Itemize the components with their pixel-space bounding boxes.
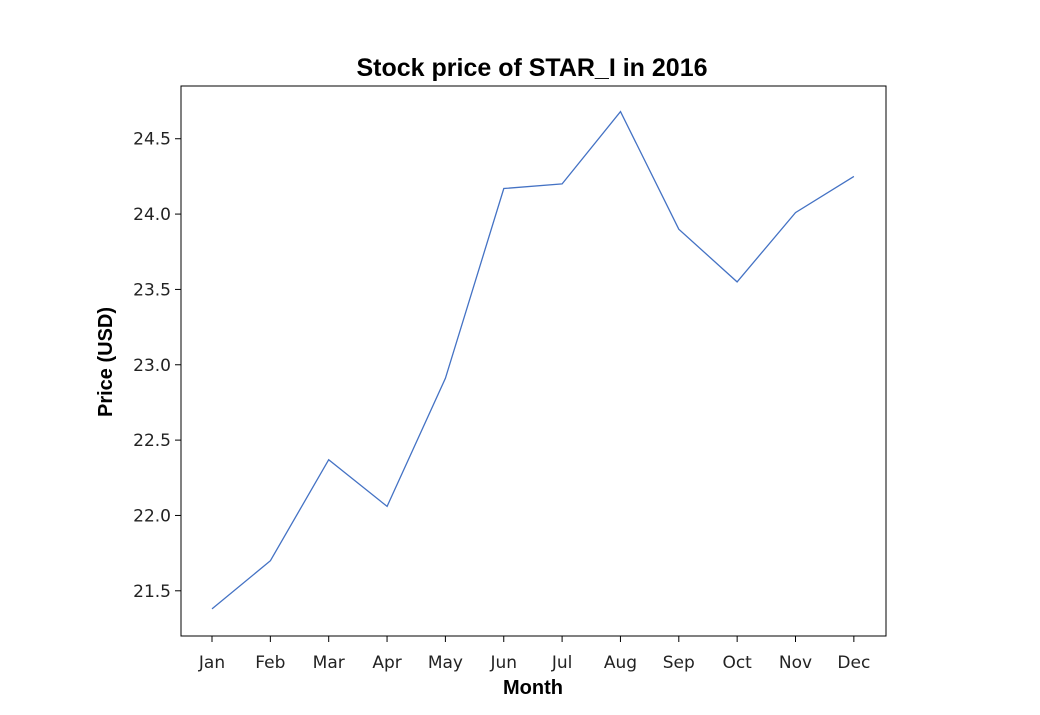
- x-tick-label: Feb: [255, 653, 285, 673]
- x-tick-label: Mar: [313, 653, 345, 673]
- x-axis: Jan Feb Mar Apr May Jun Jul Aug Sep Oct Nov Dec: [198, 636, 870, 673]
- y-tick-label: 23.0: [133, 356, 171, 376]
- x-tick-label: Jun: [489, 653, 517, 673]
- x-tick-label: Dec: [837, 653, 870, 673]
- y-tick-label: 23.5: [133, 280, 171, 300]
- x-tick-label: Nov: [779, 653, 812, 673]
- y-axis: 21.5 22.0 22.5 23.0 23.5 24.0 24.5: [133, 130, 181, 602]
- x-tick-label: Oct: [722, 653, 752, 673]
- series-line: [211, 110, 855, 610]
- x-axis-label: Month: [503, 677, 563, 699]
- x-tick-label: Sep: [663, 653, 695, 673]
- y-tick-label: 24.0: [133, 205, 171, 225]
- x-tick-label: Aug: [604, 653, 637, 673]
- x-tick-label: Apr: [372, 653, 401, 673]
- y-axis-label: Price (USD): [95, 307, 117, 417]
- x-tick-label: May: [428, 653, 463, 673]
- chart-title: Stock price of STAR_I in 2016: [356, 54, 707, 82]
- plot-frame: [180, 85, 887, 637]
- x-tick-label: Jul: [551, 653, 573, 673]
- y-tick-label: 22.0: [133, 506, 171, 526]
- y-tick-label: 24.5: [133, 130, 171, 150]
- y-tick-label: 22.5: [133, 431, 171, 451]
- x-tick-label: Jan: [198, 653, 225, 673]
- y-tick-label: 21.5: [133, 582, 171, 602]
